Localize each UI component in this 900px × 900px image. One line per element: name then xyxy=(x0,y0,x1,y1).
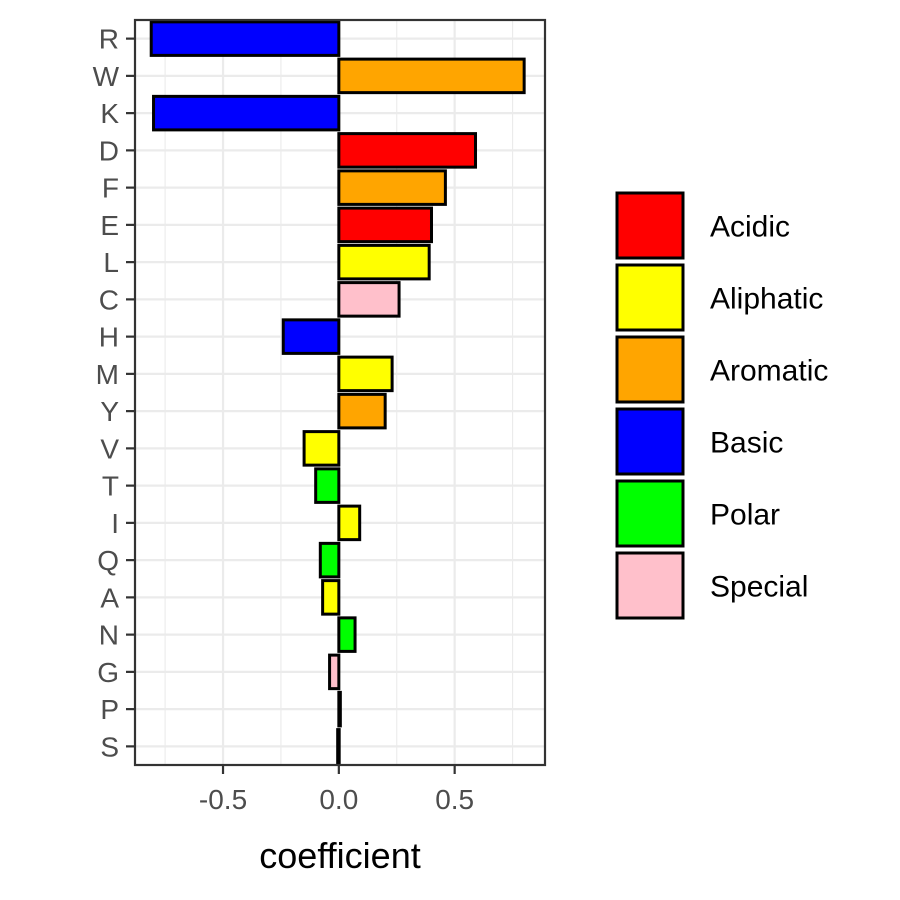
bar-M xyxy=(337,355,394,393)
y-tick-label-Y: Y xyxy=(100,396,119,427)
bar-R xyxy=(149,20,341,57)
y-tick-label-Q: Q xyxy=(97,545,119,576)
legend-key-aromatic xyxy=(615,335,685,404)
y-tick-label-R: R xyxy=(99,24,119,55)
x-tick-label: 0.5 xyxy=(435,784,474,815)
bar-P xyxy=(337,690,342,728)
x-tick-label: -0.5 xyxy=(199,784,247,815)
legend-key-aliphatic xyxy=(615,263,685,332)
legend-key-acidic xyxy=(615,191,685,260)
y-tick-label-P: P xyxy=(100,694,119,725)
y-tick-label-M: M xyxy=(96,359,119,390)
y-tick-label-D: D xyxy=(99,135,119,166)
legend: Acidic Aliphatic Aromatic Basic Polar Special xyxy=(615,191,828,620)
y-tick-label-T: T xyxy=(102,471,119,502)
y-tick-label-C: C xyxy=(99,284,119,315)
y-tick-label-H: H xyxy=(99,322,119,353)
legend-key-polar xyxy=(615,479,685,548)
panel-border xyxy=(133,18,547,767)
bars xyxy=(149,20,526,765)
bar-G xyxy=(328,653,341,691)
bar-Q xyxy=(318,541,341,579)
legend-label-basic: Basic xyxy=(710,427,783,460)
legend-label-polar: Polar xyxy=(710,499,780,532)
bar-D xyxy=(337,132,478,169)
y-tick-label-A: A xyxy=(100,582,119,613)
y-tick-label-K: K xyxy=(100,98,119,129)
bar-T xyxy=(314,467,341,504)
legend-label-acidic: Acidic xyxy=(710,211,790,244)
bar-S xyxy=(336,728,341,765)
x-axis-title: coefficient xyxy=(259,835,420,876)
bar-N xyxy=(337,616,357,653)
y-tick-label-W: W xyxy=(93,61,120,92)
y-tick-label-F: F xyxy=(102,173,119,204)
bar-W xyxy=(337,57,526,95)
x-tick-label: 0.0 xyxy=(319,784,358,815)
bar-K xyxy=(152,94,341,132)
y-tick-label-V: V xyxy=(100,433,119,464)
legend-label-special: Special xyxy=(710,571,808,604)
legend-key-special xyxy=(615,551,685,620)
y-tick-label-S: S xyxy=(100,731,119,762)
y-tick-label-G: G xyxy=(97,657,119,688)
y-tick-label-L: L xyxy=(103,247,119,278)
x-axis: -0.5 0.0 0.5 xyxy=(199,765,474,815)
legend-label-aliphatic: Aliphatic xyxy=(710,283,823,316)
bar-H xyxy=(281,318,341,355)
legend-label-aromatic: Aromatic xyxy=(710,355,828,388)
bar-C xyxy=(337,281,401,318)
bar-A xyxy=(321,579,341,616)
y-tick-label-E: E xyxy=(100,210,119,241)
y-tick-label-N: N xyxy=(99,620,119,651)
legend-key-basic xyxy=(615,407,685,476)
y-tick-label-I: I xyxy=(111,508,119,539)
bar-Y xyxy=(337,392,387,430)
bar-F xyxy=(337,169,447,206)
bar-I xyxy=(337,504,362,542)
bar-E xyxy=(337,206,433,244)
bar-L xyxy=(337,243,431,281)
bar-V xyxy=(302,430,341,467)
